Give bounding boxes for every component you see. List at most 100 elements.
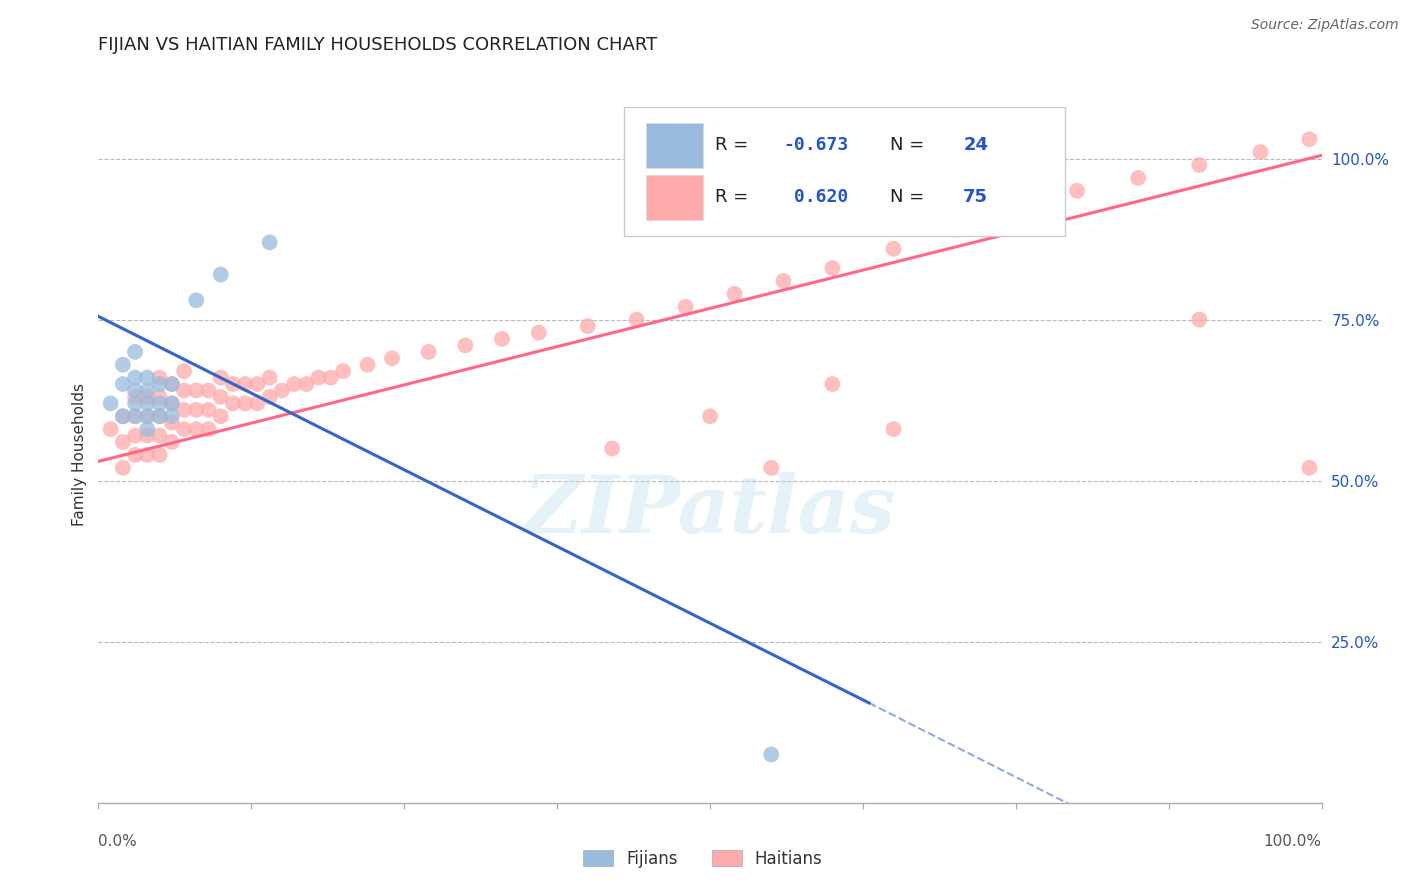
Point — [222, 377, 245, 392]
Point — [160, 409, 183, 424]
Point — [160, 435, 183, 450]
Point — [149, 396, 172, 410]
Point — [160, 377, 183, 392]
Text: R =: R = — [714, 136, 754, 154]
Point — [723, 286, 745, 301]
Point — [197, 402, 219, 417]
Y-axis label: Family Households: Family Households — [72, 384, 87, 526]
Point — [111, 409, 134, 424]
Point — [761, 460, 783, 475]
Point — [136, 384, 159, 398]
Point — [149, 428, 172, 442]
Point — [186, 293, 208, 308]
Point — [1188, 158, 1211, 172]
Point — [149, 377, 172, 392]
Point — [246, 377, 269, 392]
Point — [233, 396, 256, 410]
Point — [149, 409, 172, 424]
FancyBboxPatch shape — [624, 107, 1064, 235]
Point — [136, 448, 159, 462]
Point — [124, 448, 146, 462]
Point — [883, 242, 905, 256]
Point — [283, 377, 305, 392]
Point — [883, 422, 905, 436]
Point — [222, 396, 245, 410]
Point — [772, 274, 794, 288]
Point — [173, 384, 195, 398]
Point — [160, 396, 183, 410]
Point — [675, 300, 697, 314]
Text: Source: ZipAtlas.com: Source: ZipAtlas.com — [1251, 18, 1399, 32]
Point — [186, 422, 208, 436]
Point — [173, 364, 195, 378]
Point — [124, 396, 146, 410]
Point — [209, 409, 232, 424]
Point — [1188, 312, 1211, 326]
FancyBboxPatch shape — [647, 175, 703, 219]
Legend: Fijians, Haitians: Fijians, Haitians — [576, 844, 830, 875]
Point — [209, 390, 232, 404]
Point — [491, 332, 513, 346]
Point — [233, 377, 256, 392]
Point — [136, 409, 159, 424]
Point — [136, 422, 159, 436]
Text: 0.620: 0.620 — [783, 188, 849, 206]
Point — [136, 396, 159, 410]
Point — [160, 416, 183, 430]
Point — [1128, 170, 1150, 185]
Text: -0.673: -0.673 — [783, 136, 849, 154]
Text: ZIPatlas: ZIPatlas — [524, 472, 896, 549]
Point — [197, 384, 219, 398]
Point — [136, 390, 159, 404]
Point — [124, 409, 146, 424]
Text: 100.0%: 100.0% — [1264, 834, 1322, 849]
Point — [160, 377, 183, 392]
Point — [527, 326, 550, 340]
Text: 24: 24 — [963, 136, 988, 154]
Point — [100, 396, 122, 410]
Point — [136, 370, 159, 384]
Point — [124, 409, 146, 424]
Text: FIJIAN VS HAITIAN FAMILY HOUSEHOLDS CORRELATION CHART: FIJIAN VS HAITIAN FAMILY HOUSEHOLDS CORR… — [98, 36, 658, 54]
Point — [173, 422, 195, 436]
Point — [149, 409, 172, 424]
Point — [600, 442, 623, 456]
Point — [209, 370, 232, 384]
Point — [100, 422, 122, 436]
Point — [418, 344, 440, 359]
Point — [1004, 203, 1026, 218]
Text: N =: N = — [890, 188, 929, 206]
Point — [124, 344, 146, 359]
Point — [943, 222, 966, 236]
Point — [332, 364, 354, 378]
Point — [1298, 460, 1320, 475]
Point — [259, 235, 281, 250]
Point — [319, 370, 342, 384]
Text: N =: N = — [890, 136, 929, 154]
Point — [173, 402, 195, 417]
Point — [1066, 184, 1088, 198]
FancyBboxPatch shape — [647, 123, 703, 168]
Point — [454, 338, 477, 352]
Point — [111, 358, 134, 372]
Point — [136, 409, 159, 424]
Point — [308, 370, 330, 384]
Text: 75: 75 — [963, 188, 988, 206]
Point — [111, 377, 134, 392]
Point — [699, 409, 721, 424]
Point — [270, 384, 294, 398]
Point — [626, 312, 648, 326]
Point — [821, 377, 844, 392]
Point — [197, 422, 219, 436]
Text: 0.0%: 0.0% — [98, 834, 138, 849]
Point — [356, 358, 378, 372]
Point — [149, 390, 172, 404]
Point — [111, 435, 134, 450]
Point — [124, 370, 146, 384]
Point — [149, 370, 172, 384]
Text: R =: R = — [714, 188, 754, 206]
Point — [259, 390, 281, 404]
Point — [1298, 132, 1320, 146]
Point — [576, 319, 599, 334]
Point — [761, 747, 783, 762]
